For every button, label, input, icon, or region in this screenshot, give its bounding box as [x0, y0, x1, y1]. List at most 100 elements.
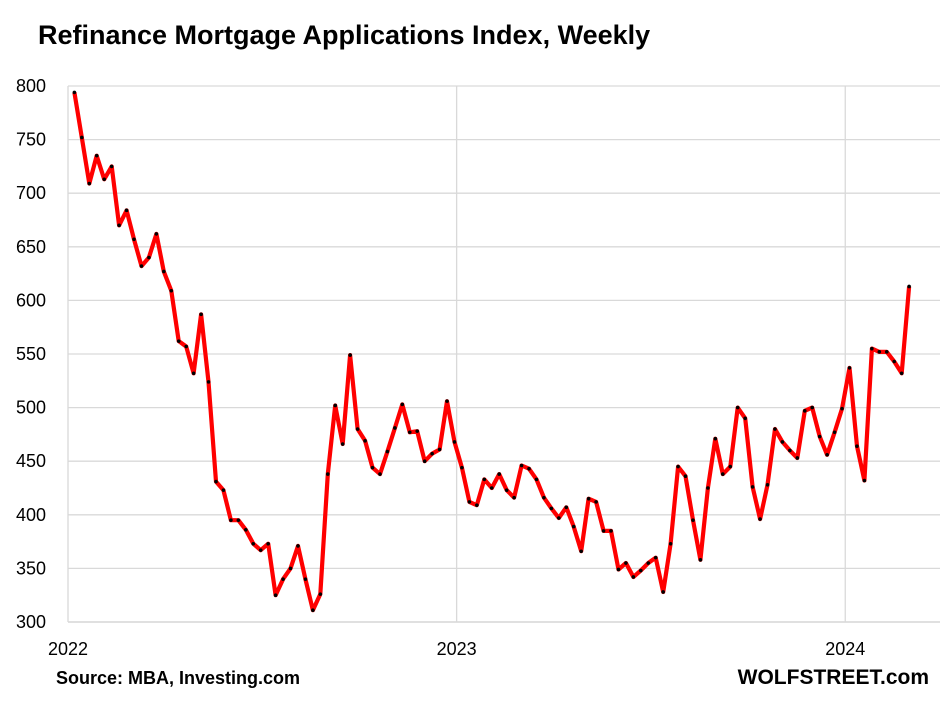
- data-point: [348, 353, 352, 357]
- data-point: [162, 269, 166, 274]
- data-point: [184, 344, 188, 349]
- data-point: [191, 371, 196, 376]
- data-point: [661, 590, 665, 594]
- data-point: [855, 444, 859, 448]
- data-point: [713, 436, 718, 441]
- data-point: [720, 472, 725, 476]
- data-point: [877, 350, 882, 354]
- data-point: [258, 548, 263, 552]
- data-point: [780, 440, 785, 444]
- data-point: [87, 181, 92, 186]
- data-point: [735, 405, 740, 410]
- data-point: [653, 555, 658, 560]
- data-point: [251, 541, 256, 546]
- data-point: [244, 528, 248, 532]
- data-point: [743, 416, 747, 421]
- data-point: [94, 153, 99, 158]
- data-point: [504, 488, 509, 492]
- data-point: [400, 402, 405, 407]
- data-point: [117, 223, 121, 228]
- y-tick-label: 750: [16, 130, 46, 150]
- data-point: [422, 459, 427, 464]
- data-point: [862, 478, 867, 483]
- data-point: [758, 517, 762, 521]
- data-point: [460, 465, 464, 470]
- data-point: [415, 429, 420, 433]
- data-point: [691, 518, 695, 522]
- data-point: [773, 427, 777, 431]
- data-point: [333, 403, 338, 408]
- x-tick-label: 2023: [437, 639, 477, 659]
- data-point: [370, 465, 375, 470]
- data-point: [534, 477, 539, 482]
- data-point: [795, 456, 800, 460]
- data-point: [832, 430, 837, 435]
- y-tick-label: 450: [16, 451, 46, 471]
- data-point: [571, 524, 576, 529]
- data-point: [594, 500, 598, 504]
- data-point: [206, 380, 211, 384]
- data-point: [549, 506, 554, 511]
- data-point: [564, 505, 569, 510]
- data-point: [728, 464, 733, 469]
- data-point: [527, 466, 531, 471]
- data-point: [616, 567, 621, 572]
- data-point: [72, 90, 77, 95]
- x-tick-label: 2022: [48, 639, 88, 659]
- chart-title: Refinance Mortgage Applications Index, W…: [38, 20, 651, 50]
- data-point: [393, 426, 397, 430]
- data-point: [147, 255, 151, 260]
- series-line: [72, 92, 912, 613]
- data-point: [497, 472, 502, 476]
- data-point: [639, 568, 643, 573]
- data-point: [482, 477, 487, 482]
- data-point: [810, 405, 815, 410]
- data-point: [557, 516, 561, 520]
- data-point: [199, 312, 203, 317]
- data-point: [378, 472, 382, 476]
- data-point: [847, 366, 852, 370]
- data-point: [407, 430, 412, 435]
- data-point: [266, 541, 270, 546]
- y-tick-label: 400: [16, 505, 46, 525]
- y-tick-label: 800: [16, 76, 46, 96]
- y-tick-label: 700: [16, 183, 46, 203]
- data-point: [601, 529, 606, 533]
- data-point: [132, 237, 136, 242]
- data-point: [706, 486, 710, 490]
- data-point: [788, 448, 792, 453]
- data-point: [765, 482, 770, 487]
- data-point: [683, 474, 688, 479]
- data-point: [303, 577, 308, 581]
- data-point: [236, 518, 241, 522]
- data-point: [325, 472, 330, 476]
- data-point: [445, 399, 449, 403]
- data-point: [80, 135, 84, 140]
- data-point: [154, 232, 159, 236]
- data-point: [542, 495, 546, 500]
- data-point: [802, 409, 807, 413]
- data-point: [169, 288, 174, 293]
- data-point: [452, 440, 457, 444]
- data-point: [273, 593, 278, 597]
- data-point: [311, 608, 315, 613]
- data-point: [676, 464, 680, 469]
- data-point: [512, 495, 516, 500]
- data-point: [840, 406, 844, 411]
- data-point: [609, 529, 613, 533]
- y-tick-label: 600: [16, 290, 46, 310]
- data-point: [668, 541, 673, 546]
- data-point: [296, 544, 300, 548]
- data-point: [109, 164, 114, 169]
- data-point: [750, 485, 755, 489]
- x-tick-label: 2024: [825, 639, 865, 659]
- data-point: [214, 479, 218, 484]
- data-point: [489, 486, 494, 490]
- brand-label: WOLFSTREET.com: [737, 666, 929, 689]
- data-point: [870, 346, 874, 351]
- data-point: [624, 561, 628, 565]
- data-point: [884, 350, 889, 354]
- data-point: [430, 451, 434, 456]
- data-point: [385, 449, 390, 454]
